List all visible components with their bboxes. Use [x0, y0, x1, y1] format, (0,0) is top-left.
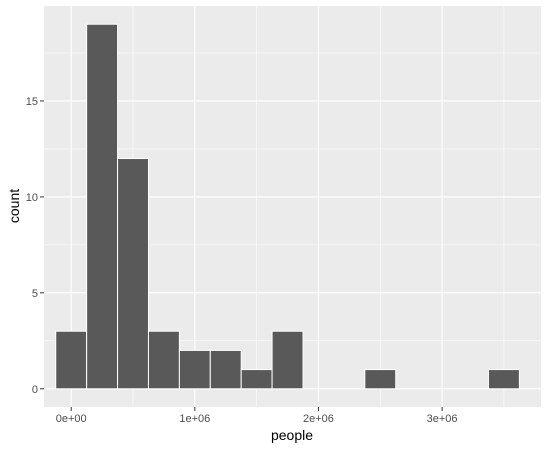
x-tick-label: 1e+06	[179, 413, 210, 425]
histogram-bar	[487, 369, 520, 390]
histogram-bar	[209, 349, 242, 390]
histogram-bar	[86, 23, 119, 390]
x-tick-label: 3e+06	[427, 413, 458, 425]
x-axis: 0e+00 1e+06 2e+06 3e+06	[56, 407, 458, 425]
histogram-bar	[55, 330, 88, 390]
x-tick-label: 0e+00	[56, 413, 87, 425]
histogram-bar	[240, 369, 273, 390]
y-axis-title: count	[6, 189, 22, 223]
histogram-bar	[117, 158, 149, 390]
y-axis: 0 5 10 15	[26, 96, 44, 396]
y-tick-label: 0	[32, 384, 38, 396]
x-tick-label: 2e+06	[303, 413, 334, 425]
histogram-bar	[178, 349, 211, 390]
histogram-bar	[364, 369, 397, 390]
x-axis-title: people	[271, 427, 313, 443]
histogram-bar	[271, 330, 304, 390]
y-tick-label: 15	[26, 96, 38, 108]
y-tick-label: 5	[32, 288, 38, 300]
histogram-bars	[55, 23, 520, 390]
histogram-bar	[147, 330, 180, 390]
y-tick-label: 10	[26, 192, 38, 204]
major-gridlines	[44, 6, 541, 407]
